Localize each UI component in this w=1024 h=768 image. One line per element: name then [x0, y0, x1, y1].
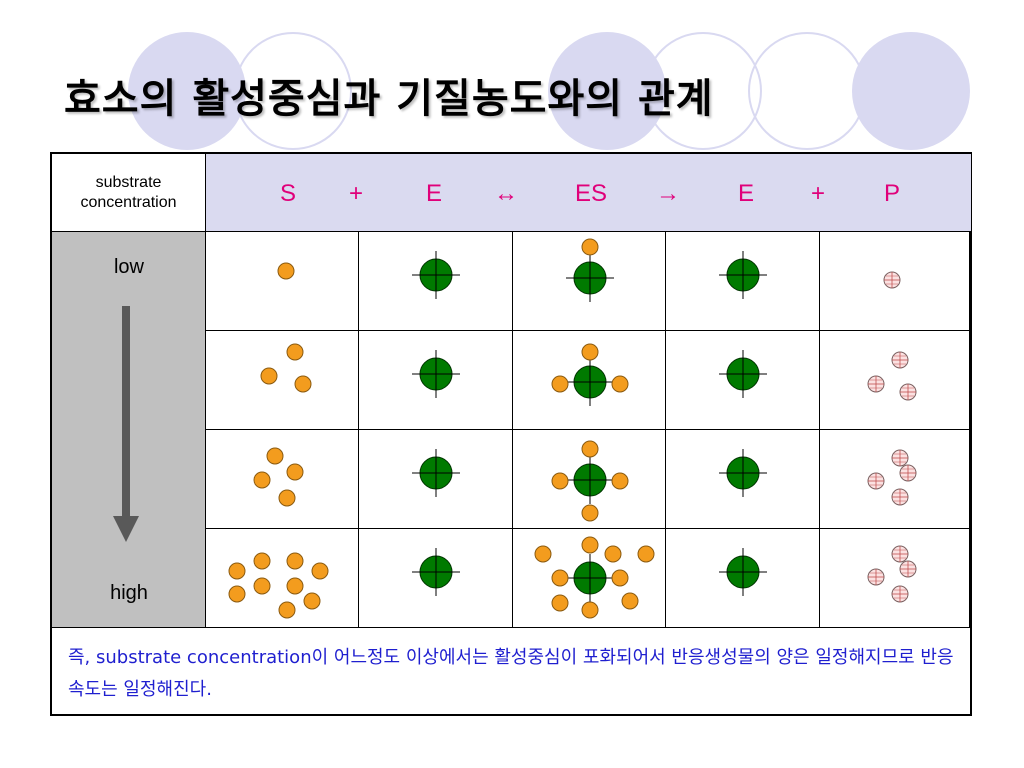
- substrate-molecule: [253, 552, 271, 570]
- decor-circle: [852, 32, 970, 150]
- relation-table: substrate concentration S + E ↔ ES → E + P low h…: [50, 152, 972, 716]
- high-label: high: [110, 582, 148, 604]
- substrate-molecule: [611, 375, 629, 393]
- eq-plus: +: [348, 180, 364, 207]
- substrate-molecule: [253, 471, 271, 489]
- table-cell: [206, 232, 359, 331]
- substrate-molecule: [278, 489, 296, 507]
- table-cell: [820, 331, 970, 430]
- substrate-molecule: [228, 585, 246, 603]
- table-cell: [206, 430, 359, 529]
- substrate-molecule: [277, 262, 295, 280]
- eq-complex: ES: [574, 180, 608, 207]
- substrate-molecule: [581, 601, 599, 619]
- substrate-molecule: [621, 592, 639, 610]
- page-title: 효소의 활성중심과 기질농도와의 관계: [64, 76, 714, 122]
- eq-enzyme: E: [737, 180, 755, 207]
- table-cell: [206, 331, 359, 430]
- substrate-molecule: [286, 577, 304, 595]
- arrow-down-icon: [122, 306, 130, 518]
- eq-substrate: S: [279, 180, 297, 207]
- substrate-molecule: [228, 562, 246, 580]
- arrow-head-icon: [113, 516, 139, 542]
- eq-equilibrium-arrow: ↔: [494, 180, 518, 207]
- substrate-molecule: [534, 545, 552, 563]
- substrate-molecule: [637, 545, 655, 563]
- substrate-molecule: [551, 472, 569, 490]
- substrate-molecule: [581, 536, 599, 554]
- eq-product: P: [883, 180, 901, 207]
- eq-enzyme: E: [425, 180, 443, 207]
- footer-note: 즉, substrate concentration이 어느정도 이상에서는 활…: [68, 647, 954, 700]
- substrate-molecule: [266, 447, 284, 465]
- eq-plus: +: [810, 180, 826, 207]
- substrate-molecule: [581, 343, 599, 361]
- decor-circle: [128, 32, 246, 150]
- substrate-molecule: [286, 343, 304, 361]
- substrate-molecule: [311, 562, 329, 580]
- substrate-molecule: [611, 472, 629, 490]
- decor-circle: [234, 32, 352, 150]
- substrate-molecule: [286, 463, 304, 481]
- table-cell: [820, 529, 970, 628]
- substrate-molecule: [551, 569, 569, 587]
- substrate-molecule: [581, 504, 599, 522]
- molecule-diagram: [228, 238, 917, 619]
- substrate-molecule: [611, 569, 629, 587]
- substrate-molecule: [551, 375, 569, 393]
- table-cell: [820, 430, 970, 529]
- substrate-molecule: [303, 592, 321, 610]
- substrate-molecule: [604, 545, 622, 563]
- substrate-molecule: [253, 577, 271, 595]
- substrate-molecule: [260, 367, 278, 385]
- header-label: substrate concentration: [52, 154, 206, 232]
- decor-circle: [748, 32, 866, 150]
- substrate-molecule: [278, 601, 296, 619]
- substrate-molecule: [294, 375, 312, 393]
- low-label: low: [113, 256, 144, 278]
- equation-header: S + E ↔ ES → E + P: [206, 154, 972, 232]
- substrate-molecule: [581, 238, 599, 256]
- substrate-molecule: [286, 552, 304, 570]
- eq-forward-arrow: →: [656, 180, 680, 207]
- substrate-molecule: [551, 594, 569, 612]
- concentration-axis: low high: [52, 232, 206, 628]
- substrate-molecule: [581, 440, 599, 458]
